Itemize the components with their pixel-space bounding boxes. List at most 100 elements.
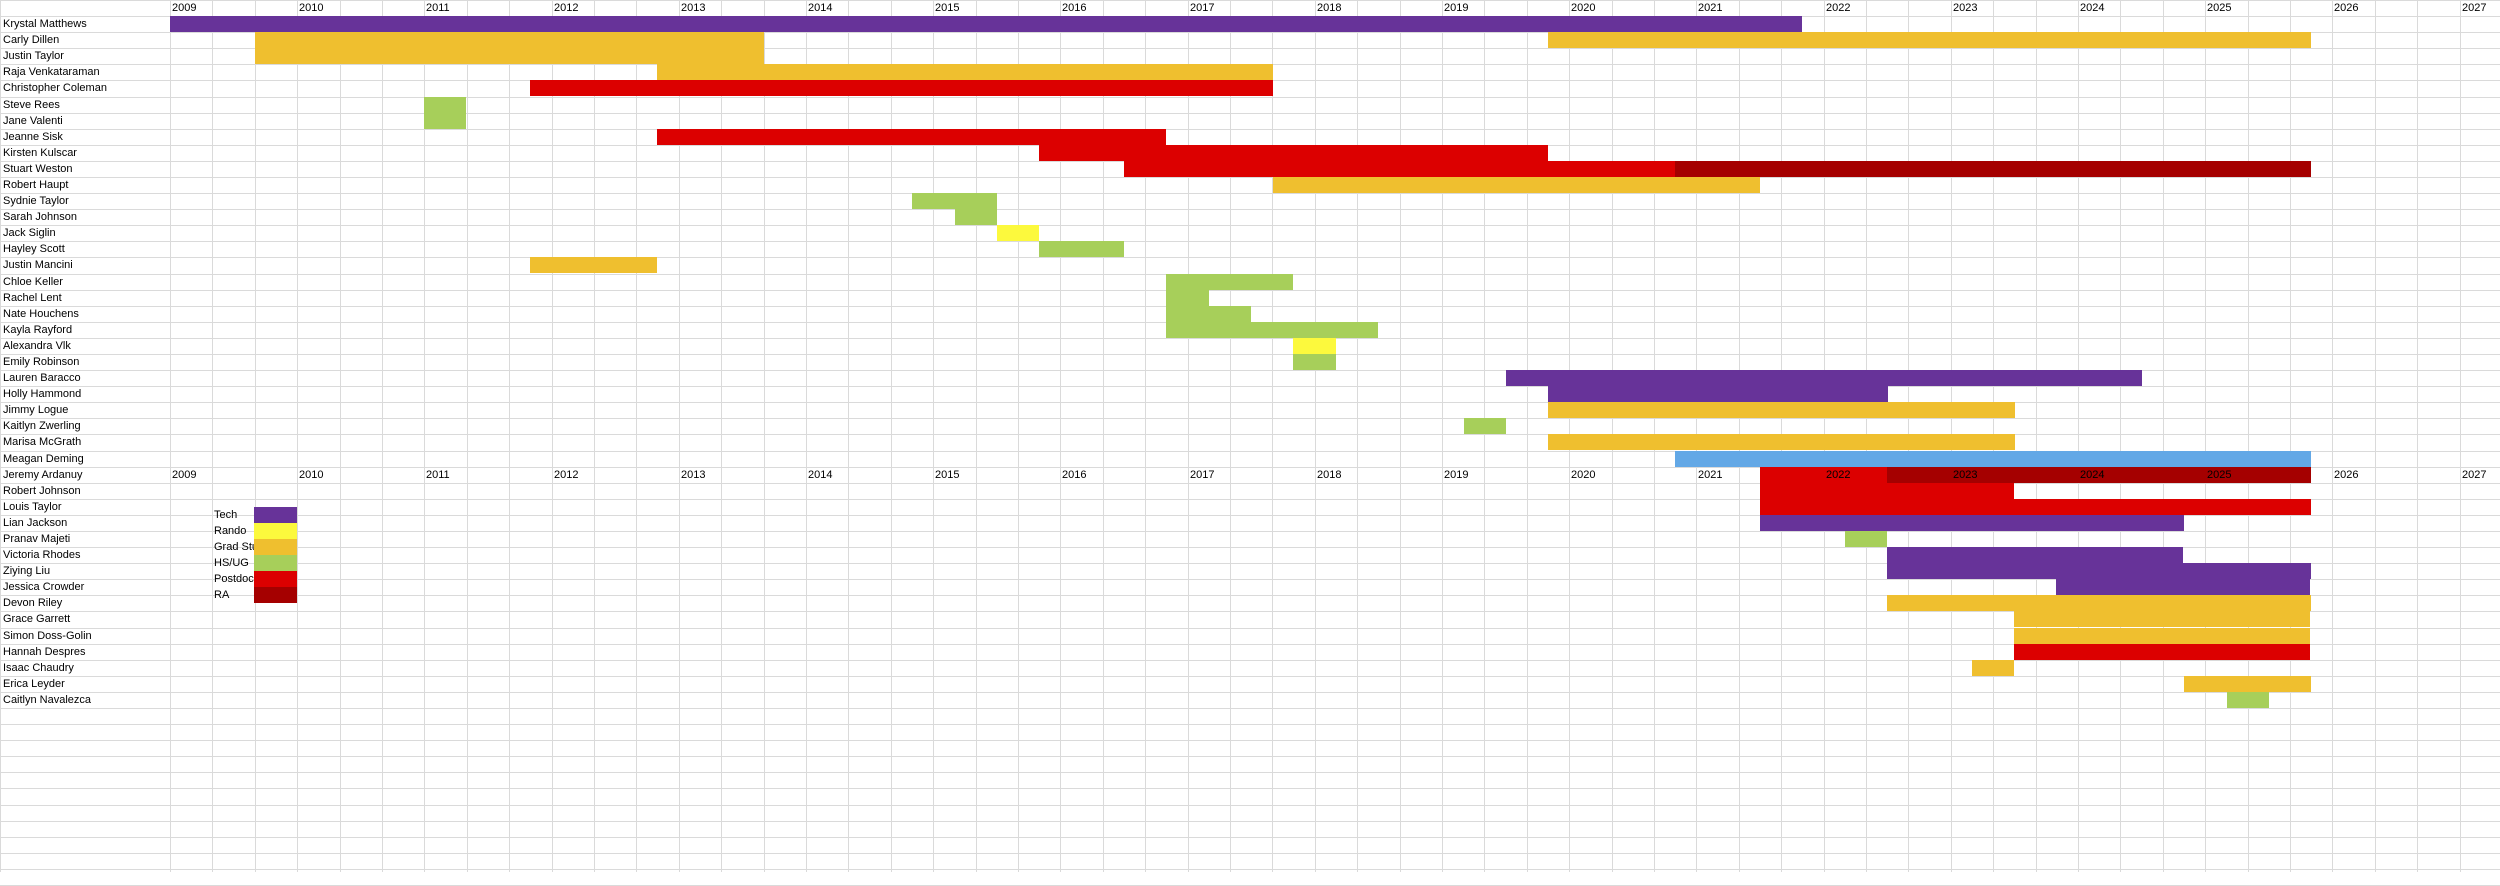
person-name: Hannah Despres <box>3 646 86 658</box>
header-top-year-label: 2013 <box>681 2 706 14</box>
grid-line-horizontal <box>0 788 2500 789</box>
person-name: Jeanne Sisk <box>3 131 63 143</box>
timeline-bar-grad <box>2014 611 2310 627</box>
timeline-bar-hsug <box>1166 322 1378 338</box>
grid-line-vertical <box>1484 0 1485 872</box>
header-top-year-label: 2020 <box>1571 2 1596 14</box>
person-name: Caitlyn Navalezca <box>3 694 92 706</box>
header-bottom-year-label: 2020 <box>1571 469 1596 481</box>
person-name: Sydnie Taylor <box>3 195 69 207</box>
grid-line-vertical <box>1527 0 1528 872</box>
timeline-bar-postdoc <box>1760 483 2014 499</box>
timeline-bar-postdoc <box>1760 467 1887 483</box>
legend-swatch-grad <box>254 539 297 555</box>
grid-line-vertical <box>1230 0 1231 872</box>
grid-line-vertical <box>424 0 425 872</box>
grid-line-vertical <box>382 0 383 872</box>
timeline-bar-tech <box>1506 370 2142 386</box>
person-name: Devon Riley <box>3 597 63 609</box>
header-bottom-year-label: 2027 <box>2462 469 2487 481</box>
grid-line-horizontal <box>0 772 2500 773</box>
grid-line-vertical <box>2375 0 2376 872</box>
header-top-year-label: 2016 <box>1062 2 1087 14</box>
timeline-bar-grad <box>1887 595 2311 611</box>
grid-line-horizontal <box>0 257 2500 258</box>
grid-line-horizontal <box>0 32 2500 33</box>
person-name: Isaac Chaudry <box>3 662 74 674</box>
grid-line-horizontal <box>0 837 2500 838</box>
grid-line-horizontal <box>0 660 2500 661</box>
person-name: Louis Taylor <box>3 501 62 513</box>
timeline-bar-hsug <box>1293 354 1336 370</box>
timeline-bar-grad <box>1548 32 2311 48</box>
grid-line-horizontal <box>0 644 2500 645</box>
grid-line-horizontal <box>0 611 2500 612</box>
grid-line-vertical <box>679 0 680 872</box>
grid-line-vertical <box>2120 0 2121 872</box>
timeline-bar-hsug <box>955 209 997 225</box>
grid-line-horizontal <box>0 547 2500 548</box>
grid-line-horizontal <box>0 676 2500 677</box>
grid-line-horizontal <box>0 97 2500 98</box>
person-name: Marisa McGrath <box>3 436 82 448</box>
header-bottom-year-label: 2026 <box>2334 469 2359 481</box>
person-name: Krystal Matthews <box>3 18 87 30</box>
grid-line-vertical <box>552 0 553 872</box>
grid-line-vertical <box>976 0 977 872</box>
timeline-bar-hsug <box>1166 306 1251 322</box>
timeline-bar-hsug <box>2227 692 2269 708</box>
grid-line-vertical <box>467 0 468 872</box>
grid-line-vertical <box>1103 0 1104 872</box>
timeline-bar-rando <box>997 225 1039 241</box>
legend-label-hsug: HS/UG <box>214 557 249 569</box>
header-bottom-year-label: 2015 <box>935 469 960 481</box>
grid-line-vertical <box>1272 0 1273 872</box>
grid-line-vertical <box>170 0 171 872</box>
header-top-year-label: 2019 <box>1444 2 1469 14</box>
person-name: Pranav Majeti <box>3 533 71 545</box>
grid-line-vertical <box>2078 0 2079 872</box>
grid-line-vertical <box>2290 0 2291 872</box>
grid-line-vertical <box>891 0 892 872</box>
timeline-bar-postdoc <box>530 80 1273 96</box>
grid-line-vertical <box>933 0 934 872</box>
grid-line-vertical <box>255 0 256 872</box>
person-name: Holly Hammond <box>3 388 82 400</box>
person-name: Grace Garrett <box>3 613 71 625</box>
legend-swatch-postdoc <box>254 571 297 587</box>
grid-line-vertical <box>1018 0 1019 872</box>
timeline-bar-hsug <box>424 97 466 113</box>
person-name: Jessica Crowder <box>3 581 85 593</box>
header-bottom-year-label: 2017 <box>1190 469 1215 481</box>
grid-line-horizontal <box>0 628 2500 629</box>
grid-line-vertical <box>1060 0 1061 872</box>
person-name: Jane Valenti <box>3 115 63 127</box>
grid-line-horizontal <box>0 113 2500 114</box>
header-top-year-label: 2025 <box>2207 2 2232 14</box>
grid-line-horizontal <box>0 225 2500 226</box>
header-top-year-label: 2018 <box>1317 2 1342 14</box>
person-name: Raja Venkataraman <box>3 66 100 78</box>
grid-line-horizontal <box>0 595 2500 596</box>
grid-line-vertical <box>1145 0 1146 872</box>
timeline-bar-hsug <box>424 113 466 129</box>
grid-line-horizontal <box>0 531 2500 532</box>
header-bottom-year-label: 2018 <box>1317 469 1342 481</box>
grid-line-horizontal <box>0 193 2500 194</box>
grid-line-horizontal <box>0 515 2500 516</box>
timeline-bar-ra <box>1675 161 2311 177</box>
person-name: Nate Houchens <box>3 308 79 320</box>
legend-label-tech: Tech <box>214 509 238 521</box>
header-top-year-label: 2015 <box>935 2 960 14</box>
grid-line-horizontal <box>0 579 2500 580</box>
person-name: Ziying Liu <box>3 565 51 577</box>
timeline-bar-postdoc <box>1124 161 1675 177</box>
grid-line-vertical <box>2332 0 2333 872</box>
grid-line-horizontal <box>0 177 2500 178</box>
grid-line-horizontal <box>0 209 2500 210</box>
header-top-year-label: 2014 <box>808 2 833 14</box>
person-name: Meagan Deming <box>3 453 84 465</box>
grid-line-horizontal <box>0 483 2500 484</box>
grid-line-horizontal <box>0 241 2500 242</box>
